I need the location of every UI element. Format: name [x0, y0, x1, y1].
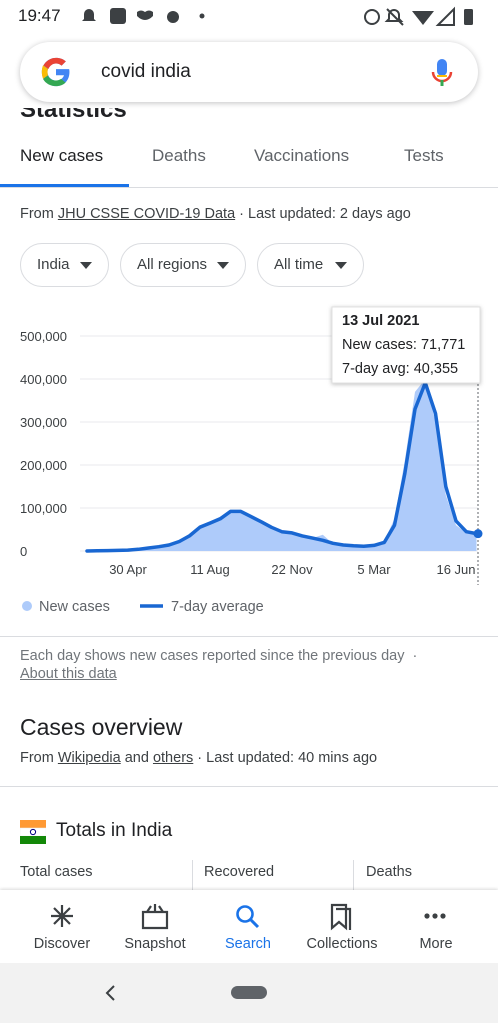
tab[interactable]: Vaccinations [254, 146, 350, 165]
x-tick-label: 30 Apr [109, 562, 147, 577]
x-tick-label: 16 Jun [436, 562, 475, 577]
y-tick-label: 400,000 [20, 372, 67, 387]
tooltip-line: New cases: 71,771 [342, 337, 465, 353]
nav-item[interactable]: Search [225, 936, 271, 952]
source-line: From JHU CSSE COVID-19 Data · Last updat… [20, 206, 411, 222]
filter-chip[interactable]: India [20, 243, 109, 287]
google-logo [41, 57, 70, 87]
dropdown-arrow [217, 262, 229, 269]
x-tick-label: 11 Aug [190, 562, 230, 577]
y-tick-label: 200,000 [20, 458, 67, 473]
legend-swatch [22, 601, 32, 611]
tab-indicator [0, 184, 129, 187]
chip-label: India [37, 256, 70, 273]
column-header: Total cases [20, 864, 93, 880]
search-query[interactable]: covid india [101, 61, 191, 82]
tab[interactable]: Deaths [152, 146, 206, 165]
line [85, 381, 479, 553]
area [87, 379, 477, 551]
x-tick-label: 22 Nov [271, 562, 313, 577]
chart: 0 100,000 200,000 300,000 400,000 500,000 30 A… [20, 306, 483, 615]
tab[interactable]: Tests [404, 146, 444, 165]
dropdown-arrow [80, 262, 92, 269]
chip-label: All time [274, 256, 324, 273]
x-tick-label: 5 Mar [357, 562, 391, 577]
text: · Last updated: 2 days ago [235, 206, 411, 222]
link[interactable]: Wikipedia [57, 750, 121, 766]
overview-title: Cases overview [20, 714, 183, 740]
dropdown-arrow [335, 262, 347, 269]
text: · Last updated: 40 mins ago [193, 750, 378, 766]
y-tick-label: 100,000 [20, 501, 67, 516]
nav-item[interactable]: More [419, 936, 453, 952]
search-box[interactable] [20, 42, 478, 102]
nav-item[interactable]: Collections [306, 936, 378, 952]
text: From [20, 750, 58, 766]
link[interactable]: others [152, 750, 194, 766]
y-tick-label: 300,000 [20, 415, 67, 430]
tooltip-line: 7-day avg: 40,355 [342, 361, 458, 377]
note: Each day shows new cases reported since … [20, 648, 418, 664]
hover-point [473, 529, 483, 539]
system-nav-icons[interactable] [100, 983, 400, 1003]
divider [0, 636, 498, 637]
status-icons-left [82, 8, 205, 24]
column-divider [353, 860, 354, 892]
y-tick-label: 0 [20, 544, 27, 559]
overview-source: From Wikipedia and others · Last updated… [20, 750, 377, 766]
note-link[interactable]: About this data [20, 666, 117, 682]
legend-label: 7-day average [171, 599, 264, 615]
chip-label: All regions [137, 256, 208, 273]
india-flag [20, 820, 46, 844]
text: and [120, 750, 153, 766]
column-header: Deaths [366, 864, 412, 880]
y-tick-label: 500,000 [20, 329, 67, 344]
filter-chip[interactable]: All regions [120, 243, 246, 287]
column-divider [192, 860, 193, 892]
tooltip-box [331, 306, 481, 384]
filter-chip[interactable]: All time [257, 243, 364, 287]
bottom-nav [0, 890, 498, 963]
divider [0, 187, 498, 188]
mic-icon[interactable] [430, 58, 454, 88]
tooltip-title: 13 Jul 2021 [342, 313, 419, 329]
totals-title: Totals in India [56, 820, 173, 841]
divider [0, 786, 498, 787]
nav-item[interactable]: Discover [33, 936, 91, 952]
legend-label: New cases [39, 599, 110, 615]
link[interactable]: JHU CSSE COVID-19 Data [57, 206, 236, 222]
nav-item[interactable]: Snapshot [124, 936, 186, 952]
status-time: 19:47 [18, 6, 61, 25]
nav-icons [51, 903, 446, 931]
status-icons-right [364, 6, 473, 26]
text: From [20, 206, 58, 222]
column-header: Recovered [204, 864, 275, 880]
tab[interactable]: New cases [20, 146, 104, 165]
